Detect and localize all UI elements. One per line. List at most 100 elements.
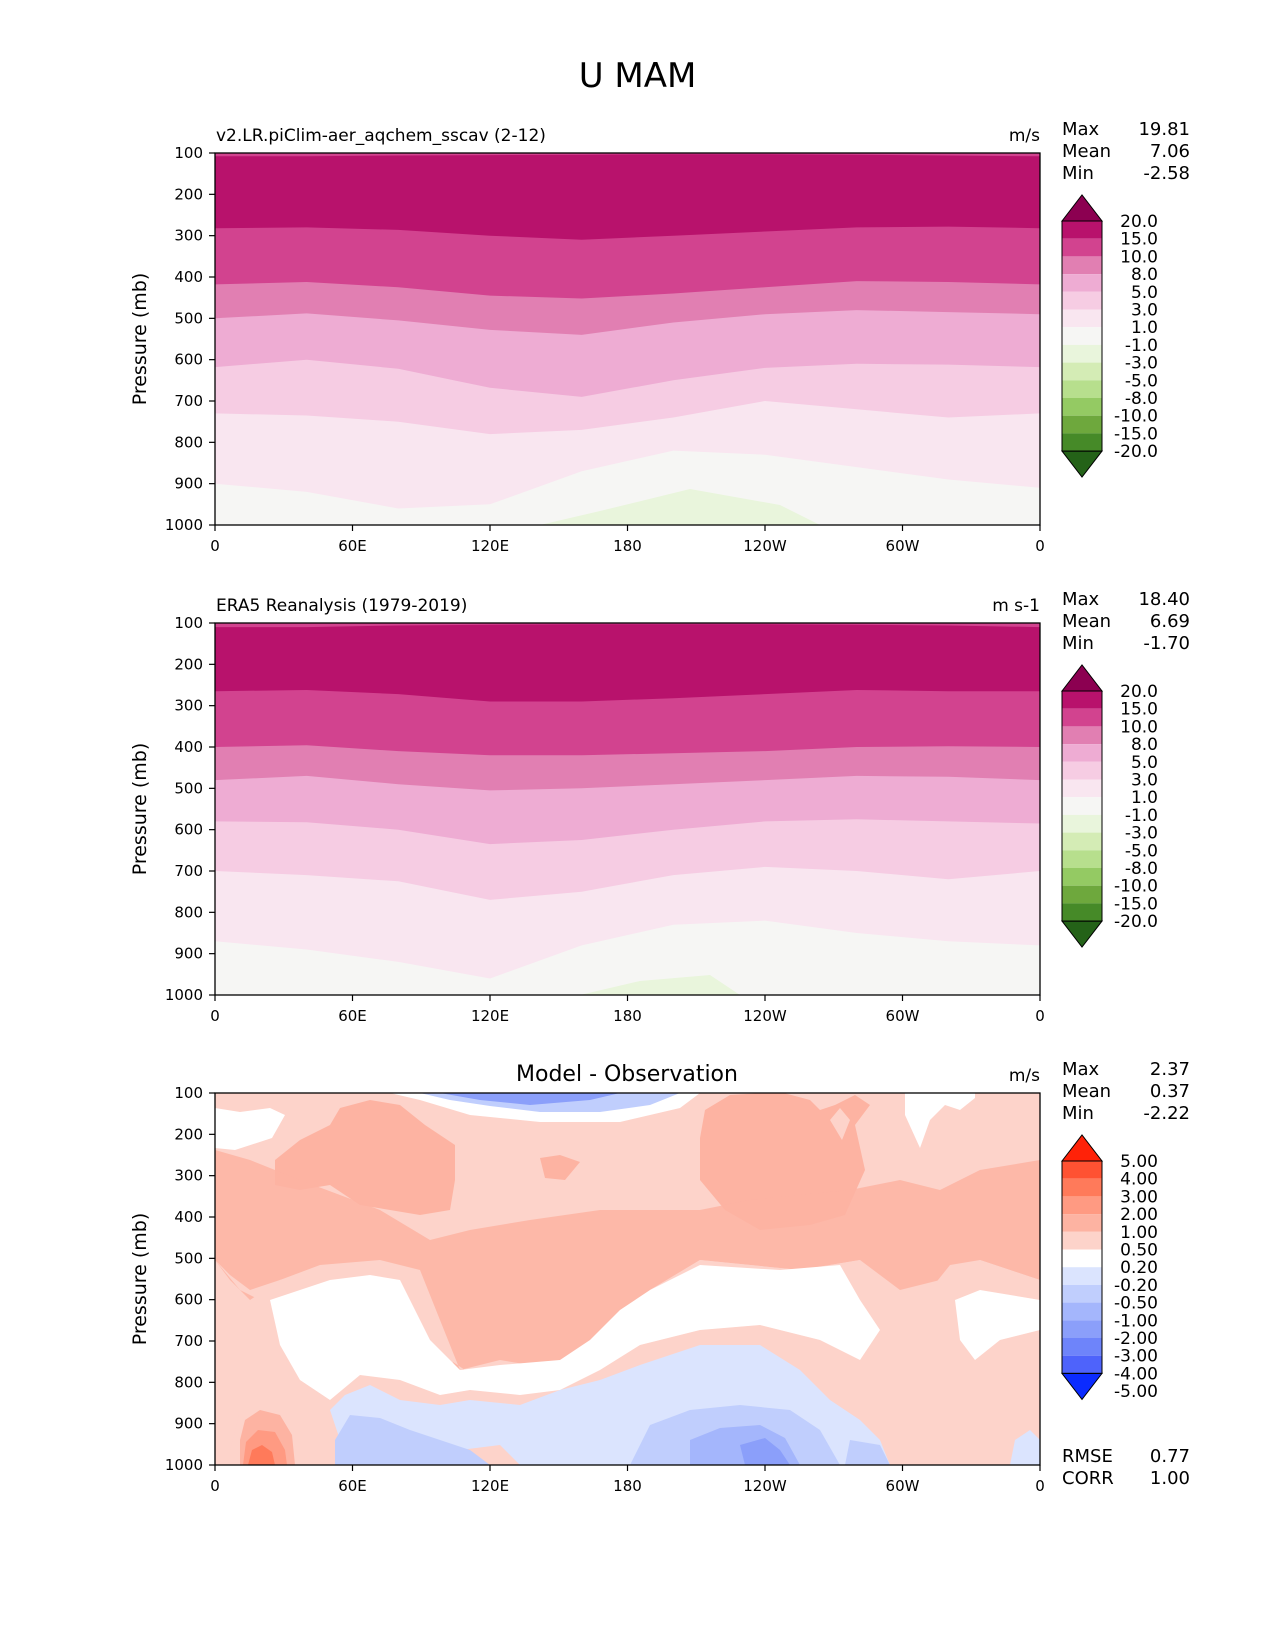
x-ticks-difference: 0 60E 120E 180 120W 60W 0 xyxy=(210,1465,1045,1495)
colorbar-label: 8.0 xyxy=(1131,735,1158,755)
colorbar-label: 20.0 xyxy=(1120,682,1158,702)
x-tick-label: 120W xyxy=(743,1477,787,1495)
x-tick-label: 0 xyxy=(210,1477,220,1495)
colorbar-cell xyxy=(1062,726,1102,745)
colorbar-cell xyxy=(1062,415,1102,434)
stat-max-value: 19.81 xyxy=(1138,119,1190,140)
y-tick-label: 500 xyxy=(174,309,203,327)
stats-difference: Max 2.37 Mean 0.37 Min -2.22 xyxy=(1062,1059,1190,1124)
colorbar-label: 15.0 xyxy=(1120,700,1158,720)
y-ticks-model: 100 200 300 400 500 600 700 800 900 1000 xyxy=(165,144,215,534)
stat-min-value: -2.22 xyxy=(1143,1103,1190,1124)
contour-field-difference xyxy=(215,1093,1040,1465)
y-tick-label: 400 xyxy=(174,738,203,756)
x-tick-label: 0 xyxy=(1035,1007,1045,1025)
metrics-difference: RMSE 0.77 CORR 1.00 xyxy=(1062,1446,1190,1489)
colorbar-label: 0.50 xyxy=(1120,1241,1158,1261)
colorbar-cell xyxy=(1062,398,1102,416)
units-label-model: m/s xyxy=(1009,126,1040,146)
x-tick-label: 0 xyxy=(1035,1477,1045,1495)
y-tick-label: 300 xyxy=(174,697,203,715)
colorbar-cell xyxy=(1062,1338,1102,1356)
stat-mean-value: 0.37 xyxy=(1150,1081,1190,1102)
y-tick-label: 200 xyxy=(174,185,203,203)
stat-max-label: Max xyxy=(1062,1059,1100,1080)
colorbar-label: -1.00 xyxy=(1114,1311,1158,1331)
corr-value: 1.00 xyxy=(1150,1468,1190,1489)
x-tick-label: 60W xyxy=(886,1007,920,1025)
panel-title-observation: ERA5 Reanalysis (1979-2019) xyxy=(216,596,467,616)
colorbar-cell xyxy=(1062,362,1102,381)
y-tick-label: 100 xyxy=(174,1084,203,1102)
x-tick-label: 0 xyxy=(1035,537,1045,555)
colorbar-cell xyxy=(1062,380,1102,398)
x-tick-label: 0 xyxy=(210,537,220,555)
colorbar-label: 4.00 xyxy=(1120,1170,1158,1190)
x-tick-label: 180 xyxy=(613,1007,642,1025)
colorbar-cell xyxy=(1062,344,1102,363)
corr-label: CORR xyxy=(1062,1468,1114,1489)
colorbar-label: 5.0 xyxy=(1131,753,1158,773)
colorbar-label: -5.00 xyxy=(1114,1382,1158,1402)
colorbar-label: 3.0 xyxy=(1131,771,1158,791)
colorbar-label: -2.00 xyxy=(1114,1329,1158,1349)
y-tick-label: 700 xyxy=(174,392,203,410)
colorbar-cell xyxy=(1062,761,1102,780)
contour-field-model xyxy=(215,153,1040,525)
x-ticks-model: 0 60E 120E 180 120W 60W 0 xyxy=(210,525,1045,555)
y-tick-label: 800 xyxy=(174,1373,203,1391)
units-label-difference: m/s xyxy=(1009,1066,1040,1086)
y-axis-label-observation: Pressure (mb) xyxy=(129,743,151,876)
colorbar-cell xyxy=(1062,238,1102,257)
figure-title: U MAM xyxy=(578,56,697,96)
x-tick-label: 60E xyxy=(338,1477,367,1495)
colorbar-cell xyxy=(1062,708,1102,727)
x-tick-label: 0 xyxy=(210,1007,220,1025)
colorbar-cell xyxy=(1062,868,1102,886)
colorbar-cell xyxy=(1062,1178,1102,1197)
y-tick-label: 700 xyxy=(174,1332,203,1350)
y-ticks-observation: 100 200 300 400 500 600 700 800 900 1000 xyxy=(165,614,215,1004)
colorbar-model: 20.015.010.08.05.03.01.0-1.0-3.0-5.0-8.0… xyxy=(1060,194,1158,478)
x-tick-label: 180 xyxy=(613,1477,642,1495)
colorbar-cell xyxy=(1062,291,1102,310)
colorbar-cell xyxy=(1062,744,1102,762)
colorbar-label: -0.50 xyxy=(1114,1294,1158,1314)
colorbar-cell xyxy=(1062,1214,1102,1232)
colorbar-label: 3.00 xyxy=(1120,1187,1158,1207)
stat-min-label: Min xyxy=(1062,1103,1094,1124)
colorbar-label: 1.00 xyxy=(1120,1223,1158,1243)
colorbar-cell xyxy=(1062,433,1102,452)
colorbar-label: -15.0 xyxy=(1114,894,1158,914)
y-tick-label: 800 xyxy=(174,433,203,451)
contour-band xyxy=(215,153,1040,157)
y-tick-label: 900 xyxy=(174,475,203,493)
y-tick-label: 300 xyxy=(174,227,203,245)
colorbar-cell xyxy=(1062,274,1102,292)
colorbar-label: -5.0 xyxy=(1125,841,1158,861)
colorbar-label: -1.0 xyxy=(1125,336,1158,356)
colorbar-cell xyxy=(1062,850,1102,868)
y-tick-label: 1000 xyxy=(165,516,203,534)
x-tick-label: 120E xyxy=(471,1007,509,1025)
colorbar-label: 3.0 xyxy=(1131,301,1158,321)
colorbar-cell xyxy=(1062,1161,1102,1179)
colorbar-label: 15.0 xyxy=(1120,230,1158,250)
colorbar-difference: 5.004.003.002.001.000.500.20-0.20-0.50-1… xyxy=(1060,1134,1158,1402)
stat-mean-value: 7.06 xyxy=(1150,141,1190,162)
y-tick-label: 600 xyxy=(174,351,203,369)
x-tick-label: 120E xyxy=(471,537,509,555)
stats-model: Max 19.81 Mean 7.06 Min -2.58 xyxy=(1062,119,1190,184)
stat-mean-label: Mean xyxy=(1062,611,1111,632)
y-tick-label: 800 xyxy=(174,903,203,921)
colorbar-frame xyxy=(1061,1160,1103,1374)
stat-mean-label: Mean xyxy=(1062,1081,1111,1102)
colorbar-label: -8.0 xyxy=(1125,859,1158,879)
colorbar-frame xyxy=(1061,690,1103,922)
y-tick-label: 1000 xyxy=(165,1456,203,1474)
panel-observation: ERA5 Reanalysis (1979-2019) m s-1 Pressu… xyxy=(129,589,1190,1025)
colorbar-label: -20.0 xyxy=(1114,442,1158,462)
stat-min-label: Min xyxy=(1062,163,1094,184)
x-tick-label: 60W xyxy=(886,537,920,555)
colorbar-extend-max xyxy=(1060,664,1104,692)
